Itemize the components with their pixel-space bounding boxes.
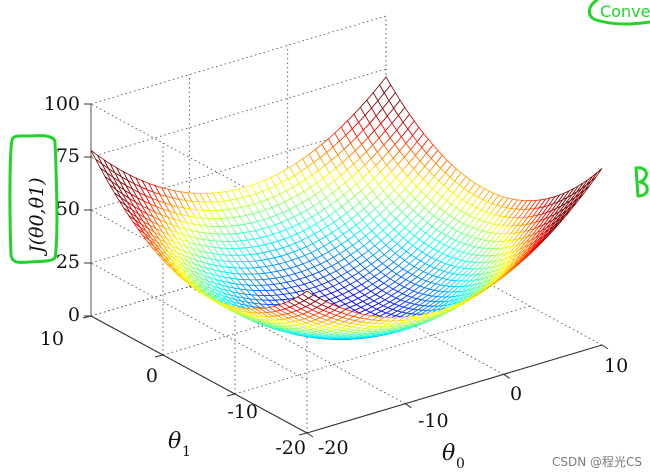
theta1-tick-0: 0 bbox=[146, 365, 158, 387]
theta0-label-sub: 0 bbox=[456, 456, 465, 472]
theta0-tick-minus10: -10 bbox=[418, 410, 449, 432]
theta0-tick-10: 10 bbox=[604, 355, 628, 377]
watermark: CSDN @程光CS bbox=[552, 454, 642, 469]
gridline bbox=[154, 354, 164, 358]
theta0-axis-label: θ 0 bbox=[442, 441, 465, 472]
gridline bbox=[306, 344, 603, 434]
gridline bbox=[90, 15, 387, 105]
z-tick-75: 75 bbox=[56, 145, 80, 167]
z-tick-100: 100 bbox=[44, 93, 80, 115]
gridline bbox=[503, 373, 510, 379]
theta1-tick-minus20: -20 bbox=[275, 437, 306, 459]
theta1-tick-10: 10 bbox=[40, 328, 64, 350]
handwritten-scribble-top-right bbox=[587, 0, 650, 26]
handwritten-box-annotation bbox=[8, 134, 59, 264]
gridline bbox=[90, 262, 308, 381]
theta1-label-main: θ bbox=[168, 429, 181, 454]
theta0-tick-minus20: -20 bbox=[318, 437, 349, 459]
gridline bbox=[385, 227, 603, 346]
surface-cell bbox=[301, 290, 315, 299]
gridline bbox=[601, 344, 609, 350]
gridline bbox=[234, 305, 531, 395]
gridline bbox=[306, 432, 314, 438]
z-axis-label: J(θ0,θ1) bbox=[26, 177, 48, 257]
theta0-axis-ticks: -20 -10 0 10 bbox=[318, 355, 628, 459]
gridline bbox=[298, 432, 308, 436]
handwritten-scribble-right bbox=[634, 166, 649, 198]
scribble-text-top-right: Conve bbox=[600, 2, 650, 21]
theta0-label-main: θ bbox=[442, 441, 455, 466]
theta1-axis-ticks: 10 0 -10 -20 bbox=[40, 328, 306, 459]
gridline bbox=[90, 68, 387, 158]
theta0-tick-0: 0 bbox=[510, 383, 522, 405]
z-label-text: J(θ0,θ1) bbox=[26, 177, 48, 257]
theta1-label-sub: 1 bbox=[182, 444, 191, 460]
z-axis-ticks: 100 75 50 25 0 bbox=[44, 93, 80, 326]
gridline bbox=[226, 393, 236, 397]
gridline bbox=[189, 286, 406, 405]
theta1-axis-label: θ 1 bbox=[168, 429, 191, 460]
z-tick-0: 0 bbox=[68, 304, 80, 326]
gridline bbox=[90, 315, 308, 434]
z-tick-50: 50 bbox=[56, 198, 80, 220]
surface-cell bbox=[590, 168, 603, 182]
surface-mesh bbox=[90, 76, 603, 340]
gridline bbox=[405, 403, 412, 409]
z-tick-25: 25 bbox=[56, 251, 80, 273]
theta1-tick-minus10: -10 bbox=[227, 401, 258, 423]
